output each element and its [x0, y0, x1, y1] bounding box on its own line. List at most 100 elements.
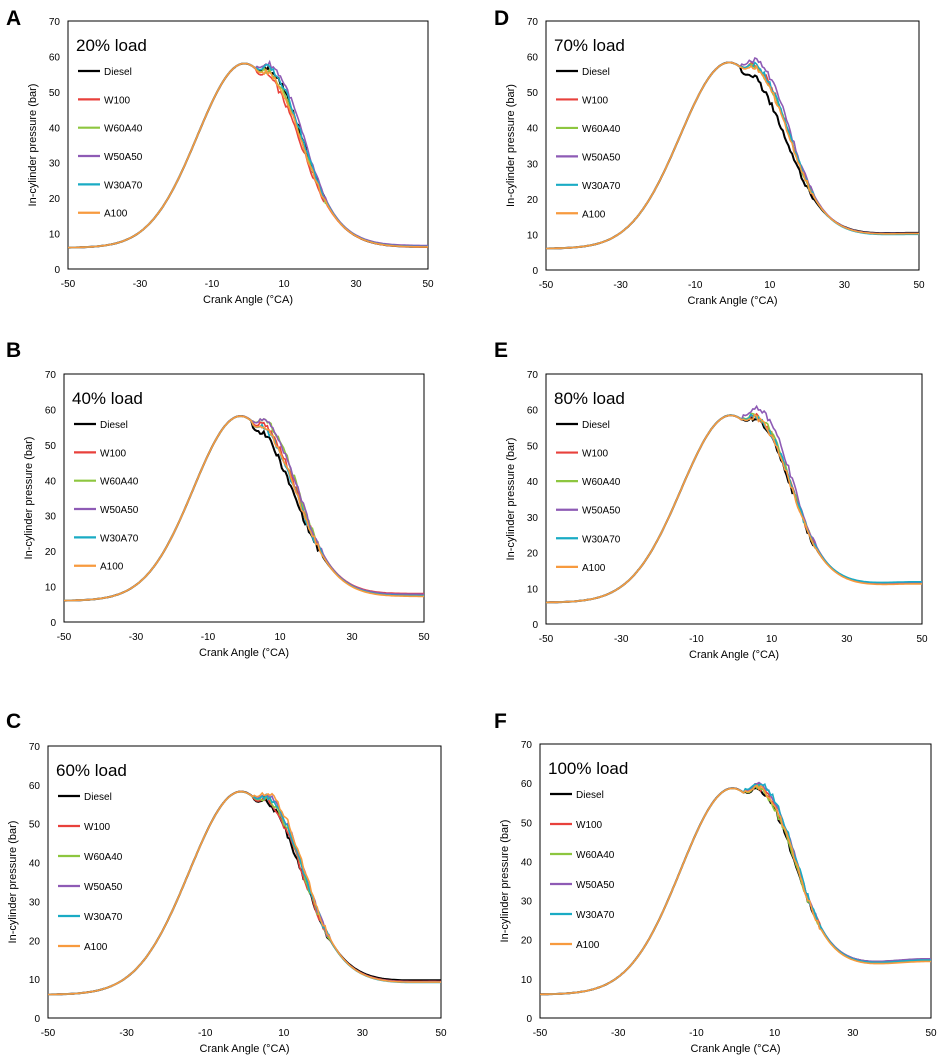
x-tick-label: 10 [764, 280, 776, 291]
x-tick-label: -30 [119, 1028, 134, 1039]
legend-label-w60a40: W60A40 [104, 124, 143, 135]
y-tick-label: 10 [49, 230, 61, 241]
x-tick-label: -50 [41, 1028, 56, 1039]
plot-frame [67, 20, 429, 270]
y-tick-label: 0 [50, 618, 56, 629]
legend-label-a100: A100 [576, 940, 600, 951]
x-tick-label: 10 [769, 1028, 781, 1039]
x-tick-label: 10 [766, 634, 778, 645]
y-tick-label: 0 [34, 1014, 40, 1025]
y-tick-label: 60 [49, 52, 61, 63]
legend-label-w30a70: W30A70 [582, 181, 621, 192]
load-label: 60% load [56, 761, 127, 780]
y-tick-label: 10 [45, 583, 57, 594]
y-tick-label: 20 [45, 547, 57, 558]
y-tick-label: 10 [521, 975, 533, 986]
y-tick-label: 0 [54, 265, 60, 276]
plot-frame [63, 373, 425, 623]
panel-letter: C [6, 710, 21, 733]
legend-label-w50a50: W50A50 [84, 882, 123, 893]
panel-letter: A [6, 7, 21, 30]
legend-label-w30a70: W30A70 [100, 533, 139, 544]
legend-label-a100: A100 [582, 563, 606, 574]
legend-label-w100: W100 [84, 822, 111, 833]
x-tick-label: 30 [847, 1028, 859, 1039]
y-tick-label: 40 [49, 123, 61, 134]
x-tick-label: 30 [841, 634, 853, 645]
x-axis-title: Crank Angle (°CA) [199, 647, 289, 659]
chart-panel-c: C 0 10 20 30 40 50 60 70 -50 -30 -10 10 30 50 Crank Ang… [6, 710, 447, 1055]
x-tick-label: -10 [689, 1028, 704, 1039]
legend-label-w30a70: W30A70 [576, 910, 615, 921]
y-tick-label: 60 [521, 779, 533, 790]
panel-letter: E [494, 339, 508, 362]
chart-panel-a: A 0 10 20 30 40 50 60 70 -50 -30 -10 10 30 50 Crank Ang… [6, 7, 434, 306]
legend-label-w50a50: W50A50 [100, 505, 139, 516]
plot-frame [545, 373, 923, 625]
x-tick-label: -30 [129, 632, 144, 643]
y-axis-title: In-cylinder pressure (bar) [505, 438, 517, 561]
x-tick-label: -10 [689, 634, 704, 645]
x-tick-label: -10 [205, 279, 220, 290]
y-tick-label: 50 [527, 441, 539, 452]
load-label: 40% load [72, 389, 143, 408]
y-tick-label: 50 [521, 818, 533, 829]
y-tick-label: 70 [527, 17, 539, 28]
y-tick-label: 40 [29, 859, 41, 870]
x-tick-label: 10 [274, 632, 286, 643]
legend-label-w60a40: W60A40 [582, 124, 621, 135]
series-line-a100 [48, 790, 442, 996]
legend-label-w100: W100 [104, 95, 131, 106]
panel-letter: F [494, 710, 507, 733]
y-tick-label: 50 [527, 88, 539, 99]
x-tick-label: -30 [611, 1028, 626, 1039]
panel-letter: B [6, 339, 21, 362]
legend-label-w100: W100 [582, 95, 609, 106]
y-tick-label: 20 [49, 194, 61, 205]
y-axis-title: In-cylinder pressure (bar) [7, 821, 19, 944]
legend-label-diesel: Diesel [582, 420, 610, 431]
chart-panel-d: D 0 10 20 30 40 50 60 70 -50 -30 -10 10 30 50 Crank Ang… [494, 7, 925, 307]
load-label: 80% load [554, 389, 625, 408]
legend-label-w30a70: W30A70 [84, 912, 123, 923]
x-tick-label: -10 [201, 632, 216, 643]
x-axis-title: Crank Angle (°CA) [688, 295, 778, 307]
y-tick-label: 30 [527, 513, 539, 524]
legend-label-a100: A100 [582, 209, 606, 220]
series-line-a100 [546, 413, 922, 604]
chart-panel-b: B 0 10 20 30 40 50 60 70 -50 -30 -10 10 30 50 Crank Ang… [6, 339, 430, 659]
y-tick-label: 30 [45, 512, 57, 523]
load-label: 20% load [76, 36, 147, 55]
chart-panel-f: F 0 10 20 30 40 50 60 70 -50 -30 -10 10 30 50 Crank Ang… [494, 710, 937, 1055]
y-tick-label: 10 [527, 584, 539, 595]
series-line-a100 [68, 62, 428, 249]
y-tick-label: 10 [527, 230, 539, 241]
y-tick-label: 20 [527, 549, 539, 560]
load-label: 70% load [554, 36, 625, 55]
legend-label-w100: W100 [576, 820, 603, 831]
y-tick-label: 40 [521, 857, 533, 868]
y-tick-label: 10 [29, 975, 41, 986]
legend-label-w60a40: W60A40 [84, 852, 123, 863]
y-tick-label: 70 [49, 17, 61, 28]
x-tick-label: 50 [913, 280, 925, 291]
y-tick-label: 40 [527, 124, 539, 135]
y-tick-label: 20 [527, 195, 539, 206]
y-tick-label: 0 [532, 620, 538, 631]
panel-letter: D [494, 7, 509, 30]
x-tick-label: -50 [61, 279, 76, 290]
x-axis-title: Crank Angle (°CA) [691, 1043, 781, 1055]
y-tick-label: 50 [49, 88, 61, 99]
y-tick-label: 30 [527, 159, 539, 170]
y-tick-label: 40 [45, 476, 57, 487]
y-tick-label: 30 [29, 897, 41, 908]
y-tick-label: 50 [29, 820, 41, 831]
legend-label-w100: W100 [582, 449, 609, 460]
x-tick-label: -50 [539, 634, 554, 645]
x-tick-label: -30 [613, 280, 628, 291]
x-tick-label: -50 [57, 632, 72, 643]
x-tick-label: 30 [350, 279, 362, 290]
x-tick-label: 30 [346, 632, 358, 643]
